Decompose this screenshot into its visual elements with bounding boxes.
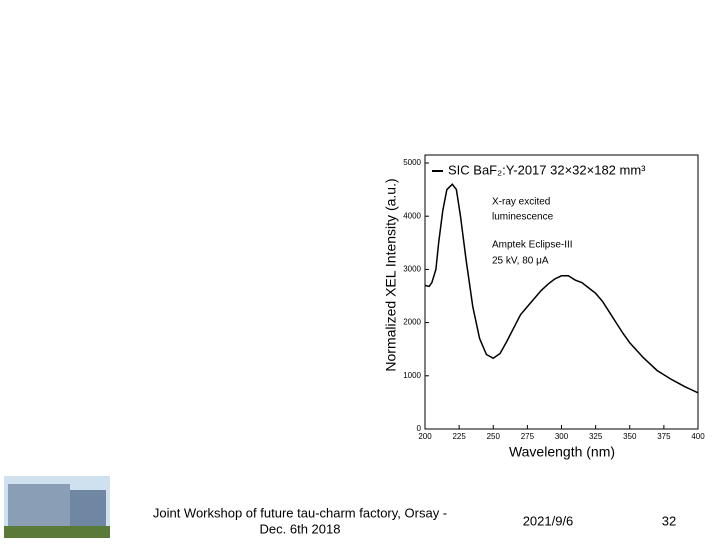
x-tick-label: 375: [657, 432, 671, 441]
page-number: 32: [662, 513, 676, 528]
x-tick-label: 200: [418, 432, 432, 441]
x-tick-label: 325: [589, 432, 603, 441]
x-axis-label: Wavelength (nm): [509, 444, 615, 460]
y-axis-label: Normalized XEL Intensity (a.u.): [383, 178, 399, 371]
annotation: luminescence: [492, 212, 554, 223]
legend-label: SIC BaF₂:Y-2017 32×32×182 mm³: [448, 162, 646, 177]
y-tick-label: 3000: [403, 265, 421, 274]
footer-event: Dec. 6th 2018: [260, 521, 341, 536]
x-tick-label: 225: [452, 432, 466, 441]
y-tick-label: 4000: [403, 211, 421, 220]
footer-event: Joint Workshop of future tau-charm facto…: [153, 505, 447, 520]
y-tick-label: 0: [417, 424, 422, 433]
annotation: 25 kV, 80 μA: [492, 256, 549, 267]
y-tick-label: 1000: [403, 371, 421, 380]
logo-building: [4, 476, 110, 538]
data-line: [424, 183, 699, 394]
x-tick-label: 250: [487, 432, 501, 441]
y-tick-label: 5000: [403, 158, 421, 167]
footer-date: 2021/9/6: [523, 513, 574, 528]
x-tick-label: 350: [623, 432, 637, 441]
y-tick-label: 2000: [403, 318, 421, 327]
x-tick-label: 400: [691, 432, 705, 441]
x-tick-label: 300: [555, 432, 569, 441]
plot-frame: [424, 154, 699, 430]
x-tick-label: 275: [521, 432, 535, 441]
annotation: Amptek Eclipse-III: [492, 240, 573, 251]
annotation: X-ray excited: [492, 197, 550, 208]
